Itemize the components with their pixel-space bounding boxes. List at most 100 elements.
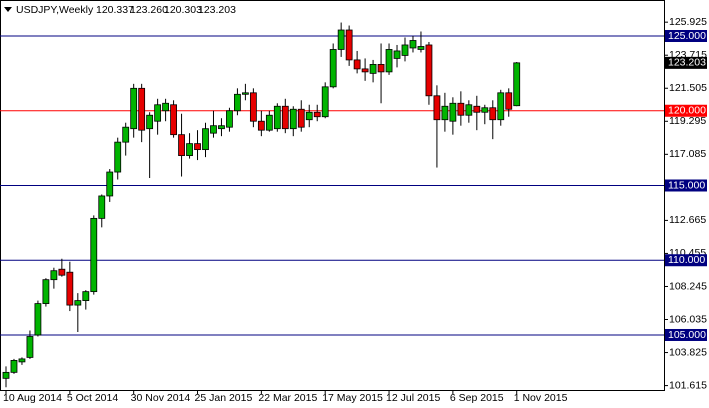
candle-body <box>98 195 106 219</box>
candle-body <box>10 360 18 373</box>
candle-body <box>441 105 449 121</box>
candle-body <box>433 95 441 121</box>
y-tick-label: 121.505 <box>669 82 707 94</box>
candle-body <box>74 300 82 306</box>
candle-body <box>369 64 377 74</box>
level-label-box <box>665 254 707 267</box>
y-tick-label: 112.665 <box>669 214 706 226</box>
candle-body <box>513 62 521 107</box>
candle-body <box>281 105 289 130</box>
candle-body <box>186 143 193 156</box>
candle-body <box>170 104 177 136</box>
candle-body <box>210 125 217 134</box>
level-label-box <box>665 104 707 117</box>
candle-body <box>218 125 225 130</box>
candle-body <box>42 279 50 304</box>
candle-body <box>473 105 481 113</box>
candle-body <box>234 93 241 112</box>
candle-body <box>409 40 417 49</box>
candle-body <box>273 105 281 130</box>
candle-body <box>50 270 58 281</box>
candle-body <box>58 268 66 276</box>
x-tick-label: 1 Nov 2015 <box>514 392 568 404</box>
candle-body <box>162 102 170 112</box>
candle-body <box>345 29 353 61</box>
candle-body <box>106 171 114 197</box>
candle-body <box>465 104 473 116</box>
candle-body <box>154 104 162 122</box>
plot-frame <box>0 0 665 391</box>
candle-body <box>114 141 122 173</box>
y-tick-label: 125.925 <box>669 16 707 28</box>
level-label-box <box>665 29 707 42</box>
candle-body <box>393 50 401 59</box>
y-tick-label: 117.085 <box>669 148 706 160</box>
candle-body <box>385 49 393 73</box>
y-tick-label: 106.035 <box>669 313 707 325</box>
candle-body <box>26 336 34 358</box>
candle-body <box>82 291 90 302</box>
candle-body <box>241 92 249 95</box>
candle-body <box>425 44 433 97</box>
x-tick-label: 22 Mar 2015 <box>258 392 317 404</box>
candle-body <box>202 128 209 151</box>
candle-body <box>337 29 345 50</box>
x-tick-label: 30 Nov 2014 <box>131 392 191 404</box>
price-label-box <box>665 56 707 69</box>
candle-body <box>505 92 513 110</box>
candle-body <box>34 303 42 336</box>
x-tick-label: 5 Oct 2014 <box>67 392 119 404</box>
header-value: 120.337 <box>96 4 134 16</box>
candle-body <box>122 126 130 143</box>
x-tick-label: 12 Jul 2015 <box>386 392 440 404</box>
level-label: 110.000 <box>668 254 705 266</box>
candle-body <box>313 111 321 118</box>
candle-body <box>481 107 489 113</box>
candle-body <box>226 110 233 128</box>
header-value: 120.303 <box>164 4 202 16</box>
candle-body <box>18 358 26 363</box>
candle-body <box>297 108 305 128</box>
chart-title: USDJPY,Weekly <box>16 4 94 16</box>
candle-body <box>249 92 257 122</box>
candle-body <box>489 107 497 121</box>
x-tick-label: 10 Aug 2014 <box>3 392 62 404</box>
candle-body <box>377 64 385 73</box>
header-value: 123.203 <box>198 4 236 16</box>
y-tick-label: 119.295 <box>669 115 706 127</box>
y-tick-label: 110.455 <box>669 247 706 259</box>
candle-body <box>353 59 361 70</box>
x-tick-label: 25 Jan 2015 <box>195 392 253 404</box>
price-label: 123.203 <box>668 57 706 69</box>
candle-body <box>305 111 313 121</box>
candle-body <box>449 102 457 122</box>
level-label: 125.000 <box>668 30 706 42</box>
candle-body <box>66 271 74 306</box>
candle-body <box>146 114 154 130</box>
x-tick-label: 17 May 2015 <box>322 392 383 404</box>
candle-body <box>321 86 329 118</box>
candle-body <box>194 143 201 151</box>
candle-body <box>289 108 297 130</box>
candle-body <box>401 44 409 56</box>
candle-body <box>457 102 465 116</box>
level-label: 120.000 <box>668 105 706 117</box>
candle-body <box>497 92 505 121</box>
candle-body <box>257 120 265 131</box>
level-label-box <box>665 179 707 192</box>
y-tick-label: 103.825 <box>669 346 707 358</box>
candle-body <box>138 87 146 131</box>
header-value: 123.260 <box>130 4 168 16</box>
candle-body <box>130 87 138 130</box>
y-tick-label: 108.245 <box>669 280 707 292</box>
menu-icon[interactable] <box>4 7 12 12</box>
candle-body <box>417 46 425 50</box>
candle-body <box>361 68 369 73</box>
level-label-box <box>665 328 707 341</box>
x-tick-label: 6 Sep 2015 <box>450 392 504 404</box>
candle-body <box>178 134 185 156</box>
candle-body <box>329 49 337 88</box>
level-label: 115.000 <box>668 179 705 191</box>
level-label: 105.000 <box>668 329 706 341</box>
